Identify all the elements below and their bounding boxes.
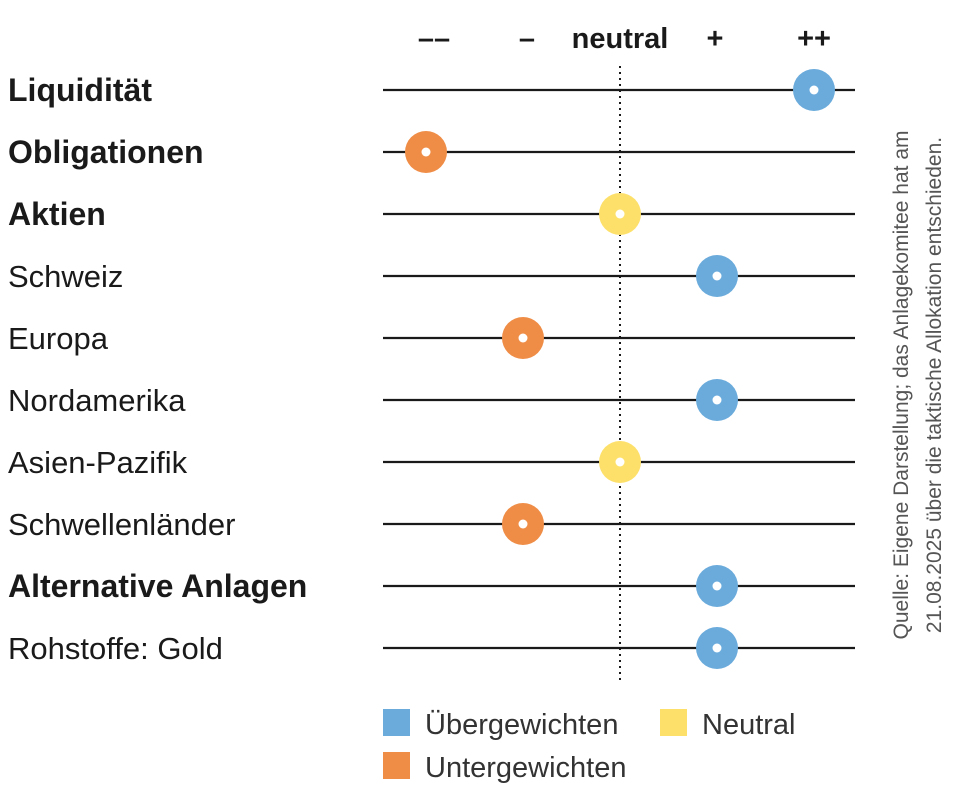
row-label: Liquidität [8, 72, 152, 108]
row-label: Europa [8, 321, 109, 356]
scale-label-5: ++ [797, 23, 831, 55]
marker-center-dot [712, 643, 722, 653]
legend-swatch-over [383, 709, 410, 736]
row-label: Asien-Pazifik [8, 445, 188, 480]
allocation-row: Liquidität [8, 69, 855, 111]
legend: Übergewichten Neutral Untergewichten [383, 709, 796, 784]
allocation-row: Asien-Pazifik [8, 441, 855, 483]
allocation-row: Aktien [8, 193, 855, 235]
row-label: Obligationen [8, 134, 204, 170]
scale-label-1: –– [418, 23, 450, 55]
allocation-row: Nordamerika [8, 379, 855, 421]
row-label: Rohstoffe: Gold [8, 631, 223, 666]
scale-label-4: + [707, 23, 724, 55]
allocation-row: Obligationen [8, 131, 855, 173]
marker-center-dot [809, 85, 819, 95]
marker-center-dot [518, 519, 528, 529]
row-label: Aktien [8, 196, 106, 232]
source-note-line-1: Quelle: Eigene Darstellung; das Anlageko… [890, 131, 913, 640]
legend-swatch-neutral [660, 709, 687, 736]
allocation-row: Schwellenländer [8, 503, 855, 545]
scale-label-2: – [519, 23, 535, 55]
marker-center-dot [421, 147, 431, 157]
row-label: Schweiz [8, 259, 123, 294]
legend-swatch-under [383, 752, 410, 779]
scale-labels: –– – neutral + ++ [418, 23, 831, 55]
source-note-line-2: 21.08.2025 über die taktische Allokation… [923, 137, 946, 633]
marker-center-dot [615, 457, 625, 467]
legend-label-under: Untergewichten [425, 752, 627, 784]
row-label: Schwellenländer [8, 507, 235, 542]
allocation-row: Schweiz [8, 255, 855, 297]
marker-center-dot [518, 333, 528, 343]
source-note: Quelle: Eigene Darstellung; das Anlageko… [890, 131, 946, 640]
legend-label-neutral: Neutral [702, 709, 796, 741]
allocation-row: Europa [8, 317, 855, 359]
allocation-row: Rohstoffe: Gold [8, 627, 855, 669]
marker-center-dot [712, 395, 722, 405]
scale-label-3: neutral [572, 23, 669, 55]
allocation-rows: Liquidität Obligationen Aktien Schweiz Europ… [8, 69, 855, 669]
marker-center-dot [615, 209, 625, 219]
allocation-row: Alternative Anlagen [8, 565, 855, 607]
marker-center-dot [712, 581, 722, 591]
row-label: Alternative Anlagen [8, 568, 307, 604]
legend-label-over: Übergewichten [425, 709, 618, 741]
row-label: Nordamerika [8, 383, 186, 418]
marker-center-dot [712, 271, 722, 281]
